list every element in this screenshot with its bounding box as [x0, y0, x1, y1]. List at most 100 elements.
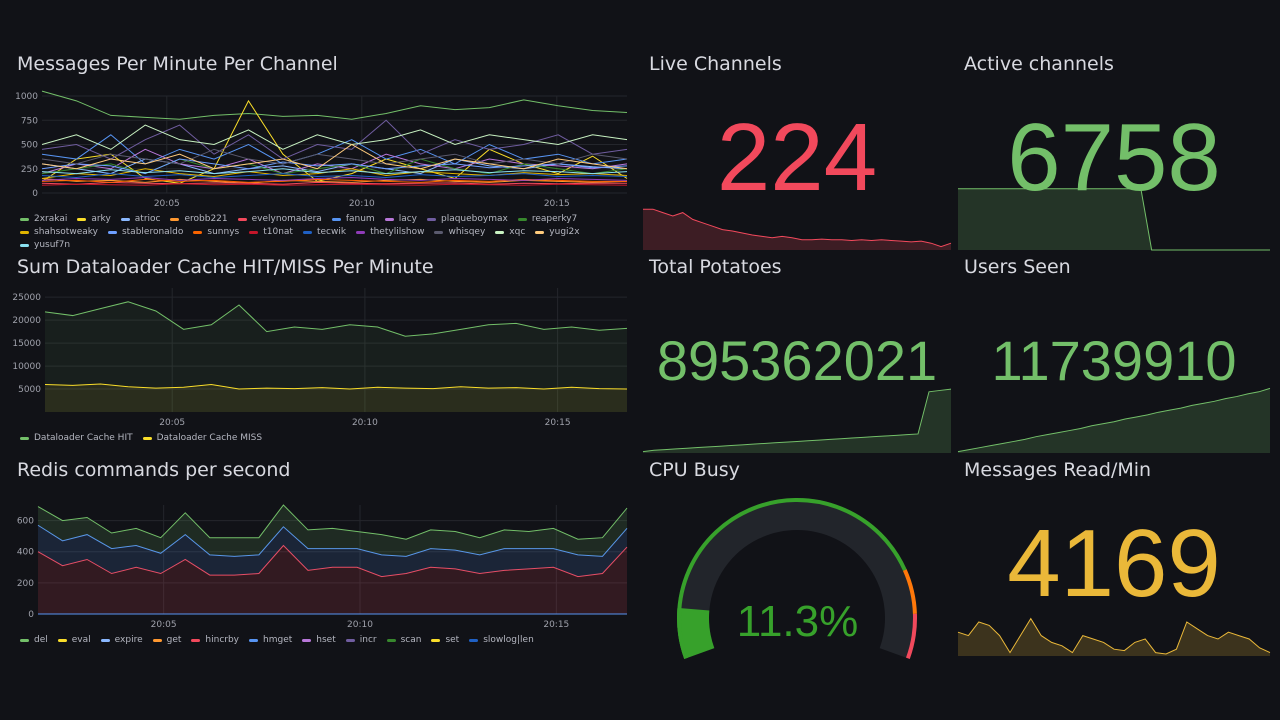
panel-title-cpu: CPU Busy [649, 459, 740, 481]
legend-item[interactable]: get [152, 635, 181, 645]
stat-value: 6758 [1007, 104, 1221, 211]
series-area-hincrby [38, 545, 627, 614]
legend-label: 2xrakai [34, 214, 68, 224]
legend-swatch [386, 638, 396, 642]
stat-value: 895362021 [656, 329, 938, 392]
y-tick-label: 500 [21, 141, 38, 151]
legend-label: reaperky7 [531, 214, 578, 224]
legend-swatch [100, 638, 110, 642]
legend-item[interactable]: tecwik [302, 227, 347, 237]
legend-item[interactable]: yugi2x [535, 227, 580, 237]
messages-legend: 2xrakai arky atrioc erobb221 evelynomadera fa… [20, 214, 620, 250]
legend-item[interactable]: shahsotweaky [20, 227, 98, 237]
legend-label: tecwik [316, 227, 347, 237]
y-tick-label: 200 [17, 579, 34, 589]
legend-swatch [384, 217, 394, 221]
series-line-yusuf7n [41, 168, 628, 175]
legend-item[interactable]: slowlog|len [469, 635, 534, 645]
sparkline-line [642, 388, 952, 453]
stat-title: Messages Read/Min [964, 459, 1152, 481]
stat-title: Total Potatoes [649, 256, 782, 278]
legend-item[interactable]: fanum [331, 214, 375, 224]
legend-item[interactable]: hmget [249, 635, 292, 645]
series-line-Dataloader Cache HIT [44, 301, 628, 337]
legend-item[interactable]: expire [100, 635, 143, 645]
legend-item[interactable]: hset [302, 635, 336, 645]
legend-swatch [152, 638, 162, 642]
legend-swatch [20, 436, 29, 440]
y-tick-label: 0 [28, 610, 34, 620]
legend-item[interactable]: xqc [495, 227, 525, 237]
legend-item[interactable]: arky [77, 214, 111, 224]
legend-item[interactable]: atrioc [120, 214, 160, 224]
legend-label: yugi2x [549, 227, 580, 237]
gauge-track [677, 498, 917, 660]
legend-item[interactable]: set [431, 635, 459, 645]
legend-label: hincrby [205, 635, 240, 645]
stat-title: Users Seen [964, 256, 1071, 278]
messages-chart: 0 250 500 750 1000 20:05 20:10 20:15 [15, 90, 628, 209]
x-tick-label: 20:10 [349, 199, 375, 209]
gauge-fill [677, 607, 715, 660]
stat-sparkline [958, 188, 1270, 251]
legend-item[interactable]: incr [345, 635, 377, 645]
legend-swatch [434, 230, 444, 234]
legend-item[interactable]: stableronaldo [107, 227, 183, 237]
legend-item[interactable]: thetylilshow [356, 227, 424, 237]
y-tick-label: 10000 [12, 362, 41, 372]
legend-label: Dataloader Cache HIT [34, 433, 133, 443]
x-tick-label: 20:15 [543, 620, 569, 630]
legend-item[interactable]: lacy [384, 214, 417, 224]
x-tick-label: 20:10 [347, 620, 373, 630]
legend-item[interactable]: Dataloader Cache HIT [20, 433, 133, 443]
legend-label: del [34, 635, 48, 645]
legend-item[interactable]: Dataloader Cache MISS [142, 433, 262, 443]
legend-item[interactable]: hincrby [191, 635, 239, 645]
legend-label: thetylilshow [370, 227, 425, 237]
y-tick-label: 600 [17, 517, 34, 527]
legend-swatch [57, 638, 67, 642]
stat-sparkline [957, 617, 1271, 656]
legend-label: expire [114, 635, 143, 645]
series-line-evelynomadera [41, 181, 627, 185]
series-line-yugi2x [41, 143, 628, 170]
x-tick-label: 20:15 [545, 418, 571, 428]
y-tick-label: 750 [21, 116, 38, 126]
legend-label: hset [316, 635, 336, 645]
legend-label: arky [91, 214, 111, 224]
gauge-threshold-orange [902, 569, 917, 614]
legend-swatch [302, 638, 312, 642]
legend-swatch [249, 638, 259, 642]
legend-item[interactable]: yusuf7n [20, 240, 70, 250]
legend-swatch [495, 230, 505, 234]
series-area-Dataloader Cache MISS [45, 383, 627, 412]
stat-sparkline [643, 208, 952, 250]
series-line-xqc [41, 124, 628, 150]
panel-title-messages: Messages Per Minute Per Channel [17, 53, 338, 75]
legend-item[interactable]: evelynomadera [237, 214, 322, 224]
panel-title-redis: Redis commands per second [17, 459, 291, 481]
legend-label: erobb221 [184, 214, 228, 224]
legend-item[interactable]: plaqueboymax [426, 214, 508, 224]
legend-item[interactable]: eval [57, 635, 91, 645]
legend-item[interactable]: del [20, 635, 48, 645]
legend-item[interactable]: sunnys [193, 227, 239, 237]
legend-swatch [77, 217, 87, 221]
x-tick-label: 20:05 [154, 199, 180, 209]
series-line-hincrby [37, 544, 628, 578]
series-line-2xrakai [41, 90, 628, 120]
legend-swatch [20, 638, 29, 642]
legend-label: evelynomadera [251, 214, 322, 224]
legend-label: hmget [263, 635, 293, 645]
legend-item[interactable]: erobb221 [170, 214, 228, 224]
legend-label: slowlog|len [483, 635, 534, 645]
legend-label: scan [400, 635, 422, 645]
panel-title-cache: Sum Dataloader Cache HIT/MISS Per Minute [17, 256, 434, 278]
legend-item[interactable]: t10nat [249, 227, 293, 237]
legend-item[interactable]: scan [386, 635, 422, 645]
legend-item[interactable]: whisqey [434, 227, 485, 237]
legend-item[interactable]: reaperky7 [517, 214, 578, 224]
legend-item[interactable]: 2xrakai [20, 214, 67, 224]
series-line-del [37, 504, 628, 540]
